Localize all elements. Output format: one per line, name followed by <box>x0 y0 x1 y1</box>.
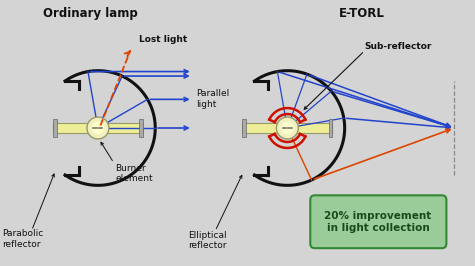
Circle shape <box>276 117 298 139</box>
Bar <box>242 123 332 134</box>
Text: Ordinary lamp: Ordinary lamp <box>43 7 138 20</box>
Circle shape <box>87 117 109 139</box>
Text: 20% improvement
in light collection: 20% improvement in light collection <box>324 211 432 232</box>
Circle shape <box>281 122 294 135</box>
Text: E-TORL: E-TORL <box>339 7 385 20</box>
Bar <box>53 123 143 134</box>
Text: Burner
element: Burner element <box>115 164 153 183</box>
Text: Parabolic
reflector: Parabolic reflector <box>2 229 43 249</box>
Bar <box>329 119 332 137</box>
Text: Elliptical
reflector: Elliptical reflector <box>188 231 226 250</box>
Text: Lost light: Lost light <box>139 35 187 44</box>
Circle shape <box>91 122 104 135</box>
Text: Sub-reflector: Sub-reflector <box>365 42 432 51</box>
FancyBboxPatch shape <box>310 195 446 248</box>
Bar <box>53 119 57 137</box>
Text: Parallel
light: Parallel light <box>197 89 230 109</box>
Bar <box>242 119 246 137</box>
Bar <box>139 119 143 137</box>
